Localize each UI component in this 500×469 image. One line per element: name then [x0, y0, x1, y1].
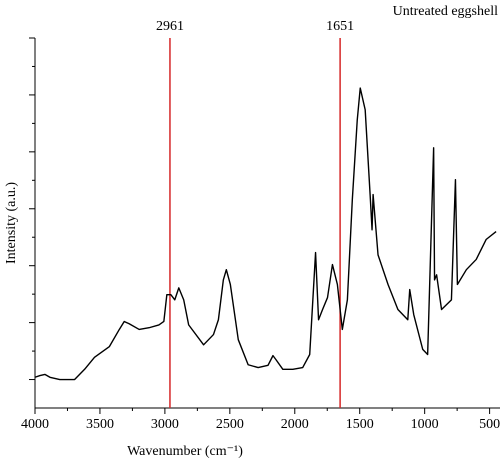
- y-axis-label: Intensity (a.u.): [4, 182, 19, 264]
- x-tick-label: 2500: [216, 417, 244, 432]
- x-axis-label: Wavenumber (cm⁻¹): [127, 444, 243, 459]
- x-tick-label: 4000: [21, 417, 49, 432]
- reference-label: 2961: [156, 19, 184, 34]
- chart-title: Untreated eggshell: [393, 4, 498, 19]
- reference-label: 1651: [326, 19, 354, 34]
- x-tick-label: 1000: [411, 417, 439, 432]
- x-tick-label: 3000: [151, 417, 179, 432]
- x-tick-label: 500: [479, 417, 500, 432]
- x-tick-label: 3500: [86, 417, 114, 432]
- x-tick-label: 1500: [346, 417, 374, 432]
- spectrum-line: [34, 87, 497, 381]
- x-tick-label: 2000: [281, 417, 309, 432]
